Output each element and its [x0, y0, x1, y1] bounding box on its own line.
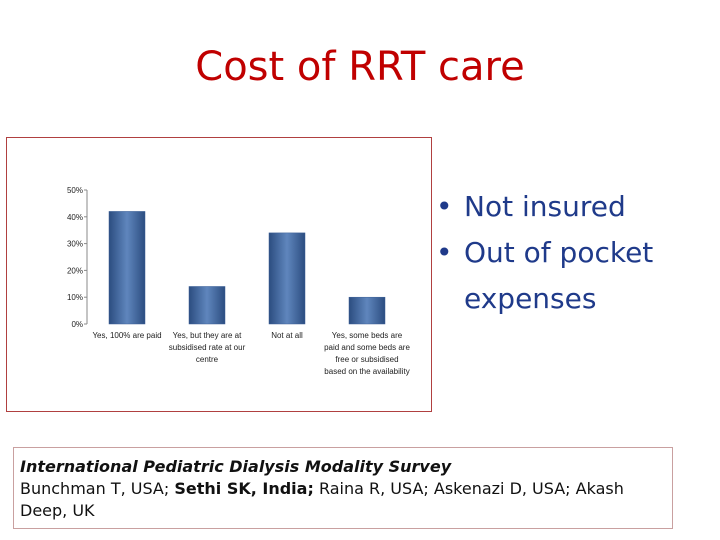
bullet-list: • Not insured • Out of pocket expenses: [436, 184, 716, 322]
citation-authors-2: Raina R, USA; Askenazi D, USA; Akash Dee…: [20, 479, 624, 520]
bar: [108, 211, 146, 325]
y-tick-label: 40%: [67, 213, 83, 222]
y-tick-label: 30%: [67, 240, 83, 249]
bar: [348, 296, 386, 325]
bullet-text: Not insured: [464, 190, 626, 223]
citation-authors-1: Bunchman T, USA;: [20, 479, 175, 498]
citation-title: International Pediatric Dialysis Modalit…: [20, 457, 452, 476]
slide-title: Cost of RRT care: [195, 44, 525, 90]
bullet-text: Out of pocket expenses: [464, 236, 654, 315]
bar-chart: 0% 10% 20% 30% 40% 50% Yes, 100% are paid Yes, …: [67, 186, 410, 376]
y-tick-label: 50%: [67, 186, 83, 195]
citation-authors-highlight: Sethi SK, India;: [174, 479, 314, 498]
citation-authors: Bunchman T, USA; Sethi SK, India; Raina …: [20, 478, 666, 522]
x-category-label: Yes, 100% are paid: [92, 331, 161, 340]
x-category-label: Yes, some beds are paid and some beds are…: [324, 331, 410, 376]
bullet-item: • Not insured: [436, 184, 716, 230]
bullet-dot: •: [436, 236, 453, 269]
x-category-label: Yes, but they are at subsidised rate at o…: [169, 331, 246, 364]
bullet-item: • Out of pocket expenses: [436, 230, 716, 322]
y-tick-label: 20%: [67, 266, 83, 275]
chart-frame: 0% 10% 20% 30% 40% 50% Yes, 100% are paid Yes, …: [6, 137, 432, 412]
y-tick-label: 0%: [71, 320, 83, 329]
x-category-label: Not at all: [271, 331, 303, 340]
bullet-dot: •: [436, 190, 453, 223]
y-tick-label: 10%: [67, 293, 83, 302]
bar: [268, 232, 306, 325]
bar: [188, 286, 226, 325]
citation-box: International Pediatric Dialysis Modalit…: [13, 447, 673, 529]
